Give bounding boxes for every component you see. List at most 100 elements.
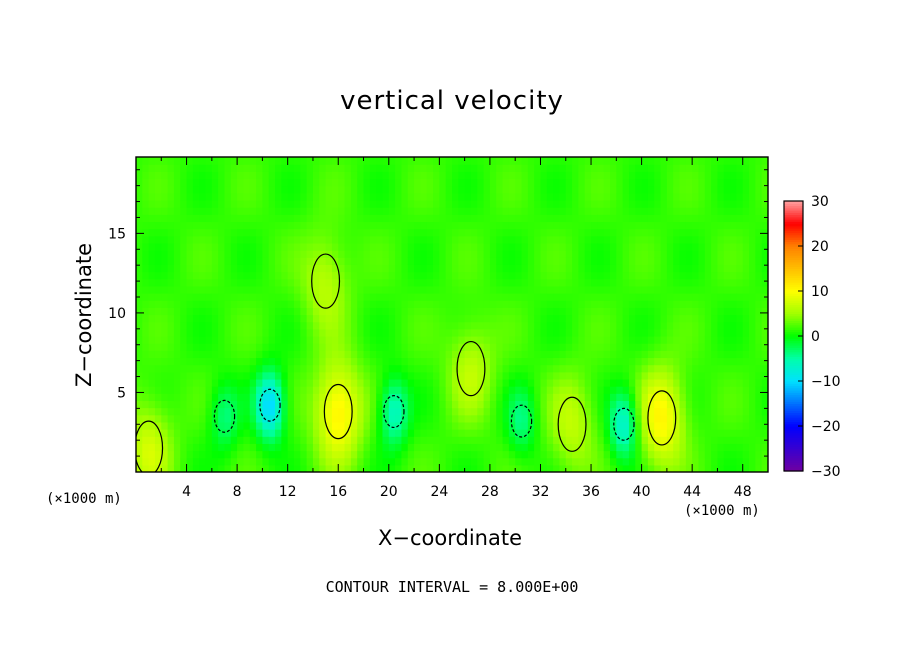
field-cell (142, 400, 150, 409)
field-cell (578, 386, 586, 394)
field-cell (281, 185, 289, 194)
field-cell (477, 357, 485, 366)
field-cell (268, 278, 276, 287)
y-tick-label: 10 (108, 306, 126, 322)
field-cell (331, 171, 339, 180)
field-cell (483, 443, 491, 452)
field-cell (546, 250, 554, 258)
field-cell (237, 185, 245, 194)
field-cell (452, 207, 459, 215)
field-cell (344, 171, 352, 180)
field-cell (508, 400, 516, 409)
field-cell (205, 164, 213, 172)
field-cell (723, 364, 731, 373)
field-cell (711, 407, 719, 416)
field-cell (622, 335, 630, 344)
field-cell (597, 386, 605, 394)
field-cell (167, 321, 175, 330)
field-cell (597, 443, 605, 452)
field-cell (527, 414, 535, 423)
field-cell (186, 429, 194, 437)
field-cell (300, 157, 308, 165)
field-cell (584, 378, 592, 387)
field-cell (603, 321, 611, 330)
field-cell (287, 343, 295, 351)
field-cell (369, 378, 377, 387)
field-cell (553, 343, 561, 351)
field-cell (186, 378, 194, 387)
field-cell (262, 207, 270, 215)
field-cell (205, 371, 213, 380)
field-cell (736, 457, 744, 466)
field-cell (685, 393, 693, 402)
field-cell (445, 436, 453, 444)
field-cell (572, 350, 579, 359)
field-cell (331, 421, 339, 430)
field-cell (458, 300, 466, 308)
field-cell (546, 464, 554, 472)
field-cell (224, 192, 232, 201)
field-cell (736, 464, 744, 472)
field-cell (382, 443, 390, 452)
field-cell (730, 335, 737, 344)
field-cell (426, 242, 434, 251)
field-cell (502, 293, 510, 301)
field-cell (218, 264, 226, 273)
field-cell (679, 178, 687, 187)
field-cell (173, 371, 181, 380)
field-cell (136, 350, 143, 359)
field-cell (496, 464, 504, 472)
field-cell (230, 192, 238, 201)
field-cell (515, 378, 523, 387)
field-cell (192, 314, 200, 323)
field-cell (338, 271, 346, 280)
field-cell (610, 436, 617, 444)
field-cell (660, 457, 668, 466)
colorbar-segment (784, 410, 803, 414)
field-cell (673, 450, 681, 459)
field-cell (692, 307, 700, 316)
field-cell (622, 357, 630, 366)
field-cell (369, 464, 377, 472)
field-cell (496, 242, 504, 251)
field-cell (730, 293, 737, 301)
field-cell (205, 350, 213, 359)
field-cell (704, 414, 712, 423)
colorbar-segment (784, 358, 803, 362)
field-cell (369, 264, 377, 273)
field-cell (673, 214, 681, 223)
field-cell (325, 335, 333, 344)
field-cell (167, 357, 175, 366)
field-cell (711, 185, 719, 194)
field-cell (401, 407, 409, 416)
field-cell (458, 464, 466, 472)
field-cell (597, 293, 605, 301)
field-cell (704, 250, 712, 258)
field-cell (572, 185, 579, 194)
field-cell (540, 271, 548, 280)
field-cell (578, 393, 586, 402)
field-cell (294, 185, 301, 194)
field-cell (647, 199, 655, 208)
field-cell (692, 178, 700, 187)
field-cell (452, 343, 459, 351)
field-cell (395, 207, 403, 215)
field-cell (180, 386, 188, 394)
field-cell (142, 307, 150, 316)
updraft-contour (557, 396, 587, 452)
field-cell (243, 293, 251, 301)
field-cell (521, 242, 529, 251)
field-cell (192, 192, 200, 201)
field-cell (167, 171, 175, 180)
field-cell (154, 278, 162, 287)
field-cell (439, 350, 447, 359)
field-cell (515, 321, 523, 330)
field-cell (666, 414, 674, 423)
field-cell (692, 357, 700, 366)
field-cell (249, 221, 257, 230)
field-cell (704, 285, 712, 294)
field-cell (211, 199, 219, 208)
field-cell (180, 185, 188, 194)
field-cell (730, 264, 737, 273)
field-cell (546, 221, 554, 230)
